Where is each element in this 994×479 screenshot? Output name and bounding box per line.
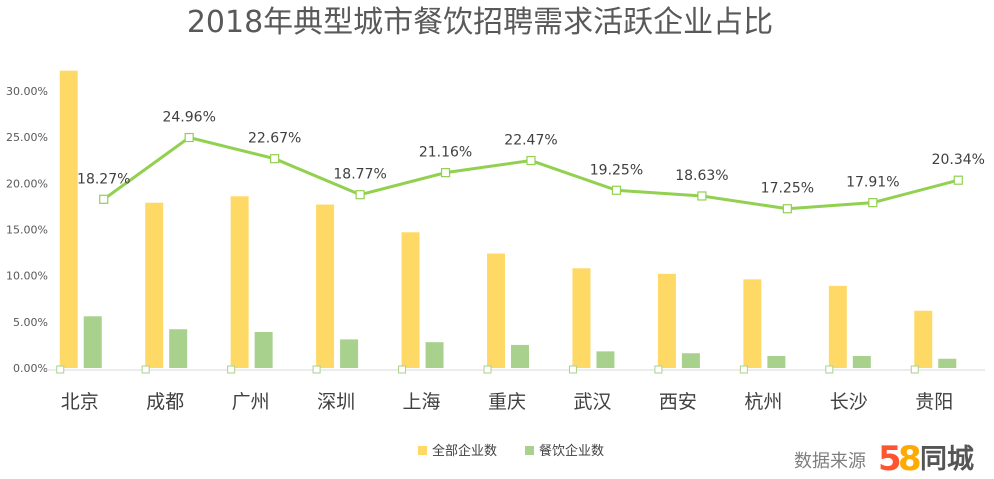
bar-restaurant-companies — [681, 353, 700, 368]
logo-text: 同城 — [920, 444, 974, 475]
ratio-line-marker — [782, 204, 792, 214]
bar-restaurant-companies — [767, 355, 786, 368]
bar-all-companies — [914, 310, 933, 368]
bar-all-companies — [401, 232, 420, 368]
logo-digit-8: 8 — [898, 439, 922, 479]
data-label: 18.77% — [333, 167, 386, 183]
logo-digit-5: 5 — [878, 439, 902, 479]
x-tick-label: 西安 — [659, 391, 697, 413]
ratio-line-marker — [270, 154, 280, 164]
bar-restaurant-companies — [340, 339, 359, 368]
source-attribution: 数据来源 5 8 同城 — [794, 439, 974, 479]
baseline-marker — [654, 365, 663, 374]
legend-label: 全部企业数 — [432, 443, 497, 459]
x-tick-label: 北京 — [61, 391, 99, 413]
x-tick-label: 深圳 — [317, 391, 355, 413]
bar-restaurant-companies — [511, 344, 529, 368]
bar-restaurant-companies — [938, 358, 957, 368]
ratio-line-marker — [355, 190, 365, 200]
y-tick-label: 5.00% — [13, 316, 48, 329]
data-label: 22.67% — [248, 131, 301, 147]
legend-swatch — [418, 446, 427, 455]
ratio-line-marker — [953, 175, 963, 185]
y-tick-label: 20.00% — [6, 177, 48, 190]
x-tick-label: 杭州 — [744, 391, 782, 413]
source-label: 数据来源 — [794, 451, 866, 472]
legend-label: 餐饮企业数 — [539, 443, 604, 459]
baseline-marker — [398, 365, 407, 374]
bar-restaurant-companies — [254, 331, 273, 368]
ratio-line-marker — [440, 168, 451, 178]
data-label: 17.25% — [761, 181, 814, 197]
y-axis: 0.00% 5.00% 10.00% 15.00% 20.00% 25.00% 30.00% — [6, 85, 48, 375]
y-tick-label: 15.00% — [6, 224, 48, 237]
bars — [59, 70, 957, 368]
ratio-line-marker — [184, 132, 194, 143]
data-label: 22.47% — [504, 133, 557, 149]
baseline-marker — [739, 365, 748, 374]
bar-all-companies — [657, 273, 676, 368]
legend: 全部企业数 餐饮企业数 — [418, 443, 604, 459]
x-tick-label: 长沙 — [830, 391, 868, 413]
ratio-line-marker — [868, 198, 878, 208]
bar-all-companies — [828, 285, 847, 368]
bar-all-companies — [487, 253, 505, 368]
ratio-line-marker — [697, 191, 707, 201]
data-label: 18.63% — [675, 168, 728, 184]
y-tick-label: 25.00% — [6, 131, 48, 144]
bar-all-companies — [59, 70, 78, 368]
y-tick-label: 10.00% — [6, 270, 48, 283]
bar-all-companies — [145, 202, 164, 368]
baseline-marker — [483, 365, 492, 374]
baseline-marker — [568, 365, 577, 374]
bar-all-companies — [743, 279, 762, 368]
baseline-marker — [910, 365, 919, 374]
data-label: 19.25% — [590, 162, 643, 178]
bar-restaurant-companies — [425, 342, 444, 368]
ratio-line-marker — [526, 155, 536, 166]
data-label: 24.96% — [162, 110, 215, 126]
x-tick-label: 贵阳 — [915, 391, 953, 413]
bar-restaurant-companies — [596, 351, 615, 368]
baseline-marker — [141, 365, 150, 374]
data-label: 21.16% — [419, 145, 472, 161]
baseline-marker — [56, 365, 65, 374]
x-tick-label: 上海 — [403, 391, 441, 413]
x-tick-label: 武汉 — [573, 391, 611, 413]
baseline-marker — [227, 365, 236, 374]
data-label: 18.27% — [77, 171, 130, 187]
ratio-line: 18.27% 24.96% 22.67% 18.77% 21.16% 22.47% 19.2… — [56, 110, 985, 374]
data-label: 20.34% — [932, 152, 985, 168]
baseline-marker — [825, 365, 834, 374]
x-tick-label: 广州 — [232, 391, 270, 413]
y-tick-label: 30.00% — [6, 85, 48, 98]
data-label: 17.91% — [846, 175, 899, 191]
bar-restaurant-companies — [169, 329, 188, 368]
x-axis: 北京 成都 广州 深圳 上海 重庆 武汉 西安 杭州 长沙 贵阳 — [61, 391, 954, 413]
baseline-marker — [312, 365, 321, 374]
bar-restaurant-companies — [83, 316, 102, 368]
x-tick-label: 成都 — [146, 391, 184, 413]
ratio-line-marker — [99, 194, 109, 204]
bar-restaurant-companies — [852, 355, 871, 368]
legend-swatch — [525, 446, 534, 455]
bar-all-companies — [572, 268, 591, 368]
y-tick-label: 0.00% — [13, 362, 48, 375]
bar-all-companies — [316, 204, 335, 368]
chart-title: 2018年典型城市餐饮招聘需求活跃企业占比 — [187, 5, 773, 40]
ratio-line-marker — [611, 185, 622, 195]
bar-all-companies — [230, 196, 249, 368]
x-tick-label: 重庆 — [488, 391, 526, 413]
